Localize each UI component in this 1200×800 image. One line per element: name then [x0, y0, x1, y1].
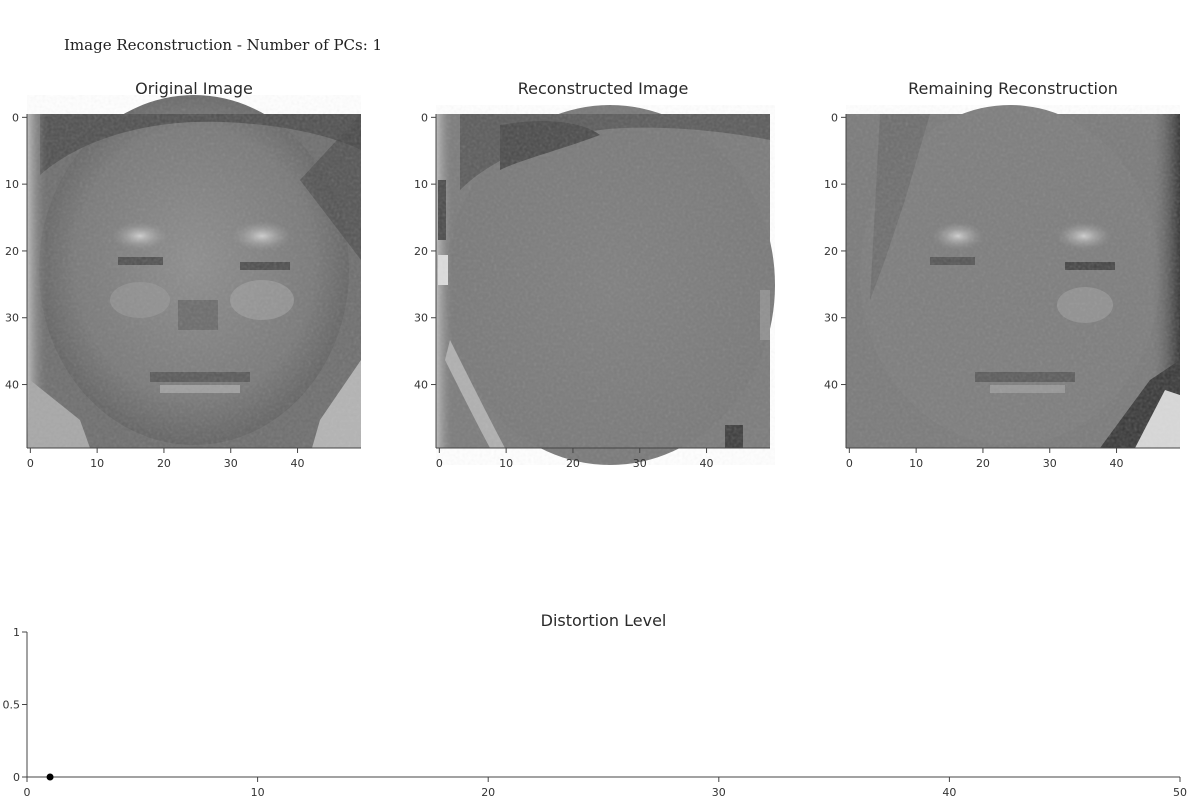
x-tick: 20 [566, 448, 580, 470]
y-tick-label: 0.5 [3, 699, 21, 712]
x-tick-label: 40 [700, 457, 714, 470]
x-tick-label: 20 [566, 457, 580, 470]
y-tick: 0 [12, 111, 27, 124]
x-tick-label: 30 [633, 457, 647, 470]
y-tick: 40 [824, 379, 846, 392]
x-tick-label: 0 [846, 457, 853, 470]
y-tick-label: 30 [824, 312, 838, 325]
x-tick-label: 10 [90, 457, 104, 470]
x-tick: 10 [499, 448, 513, 470]
y-tick: 0 [13, 771, 27, 784]
x-tick-label: 30 [1043, 457, 1057, 470]
y-tick-label: 10 [414, 178, 428, 191]
remaining-reconstruction-heatmap [846, 105, 1180, 448]
x-tick: 20 [976, 448, 990, 470]
x-tick-label: 40 [291, 457, 305, 470]
x-tick-label: 40 [1110, 457, 1124, 470]
distortion-level-title: Distortion Level [540, 611, 667, 630]
x-tick: 10 [909, 448, 923, 470]
y-tick: 1 [13, 626, 27, 639]
y-tick-label: 40 [5, 379, 19, 392]
remaining-reconstruction-title: Remaining Reconstruction [908, 79, 1118, 98]
reconstructed-image-panel [436, 105, 775, 465]
remaining-reconstruction-axes: 0 10 20 30 40 0 10 20 30 40 [824, 111, 1180, 470]
y-tick: 10 [824, 178, 846, 191]
y-tick-label: 10 [824, 178, 838, 191]
y-tick-label: 30 [414, 312, 428, 325]
x-tick: 0 [846, 448, 853, 470]
x-tick: 40 [942, 777, 956, 799]
x-tick-label: 30 [712, 786, 726, 799]
x-tick-label: 10 [909, 457, 923, 470]
y-tick: 0.5 [3, 699, 27, 712]
y-tick: 40 [5, 379, 27, 392]
remaining-reconstruction-panel [846, 105, 1180, 448]
y-tick-label: 40 [824, 379, 838, 392]
x-tick-label: 0 [27, 457, 34, 470]
x-tick: 20 [157, 448, 171, 470]
original-image-title: Original Image [135, 79, 253, 98]
y-tick: 10 [5, 178, 27, 191]
distortion-level-plot: 0 10 20 30 40 50 0 0.5 1 [3, 626, 1188, 799]
x-tick: 30 [712, 777, 726, 799]
y-tick: 20 [5, 245, 27, 258]
x-tick: 0 [24, 777, 31, 799]
x-tick: 50 [1173, 777, 1187, 799]
x-tick-label: 40 [942, 786, 956, 799]
y-tick-label: 0 [421, 111, 428, 124]
y-tick: 10 [414, 178, 436, 191]
x-tick: 40 [291, 448, 305, 470]
x-tick: 40 [1110, 448, 1124, 470]
y-tick-label: 0 [831, 111, 838, 124]
original-image-axes: 0 10 20 30 40 0 10 20 30 40 [5, 111, 361, 470]
distortion-point[interactable] [46, 773, 54, 781]
y-tick: 0 [831, 111, 846, 124]
y-tick-label: 20 [5, 245, 19, 258]
x-tick: 30 [1043, 448, 1057, 470]
y-tick: 0 [421, 111, 436, 124]
y-tick: 30 [5, 312, 27, 325]
figure-title: Image Reconstruction - Number of PCs: 1 [64, 36, 383, 54]
x-tick: 30 [224, 448, 238, 470]
y-tick-label: 20 [824, 245, 838, 258]
x-tick-label: 10 [251, 786, 265, 799]
x-tick: 0 [27, 448, 34, 470]
x-tick: 30 [633, 448, 647, 470]
reconstructed-image-heatmap [436, 105, 775, 465]
original-image-heatmap [27, 95, 361, 448]
x-tick-label: 30 [224, 457, 238, 470]
original-image-panel [27, 95, 361, 448]
x-tick-label: 20 [481, 786, 495, 799]
y-tick-label: 20 [414, 245, 428, 258]
x-tick-label: 10 [499, 457, 513, 470]
y-tick: 20 [824, 245, 846, 258]
y-tick-label: 40 [414, 379, 428, 392]
reconstructed-image-title: Reconstructed Image [517, 79, 689, 98]
y-tick-label: 0 [13, 771, 20, 784]
x-tick-label: 20 [976, 457, 990, 470]
y-tick: 30 [414, 312, 436, 325]
x-tick: 10 [90, 448, 104, 470]
x-tick-label: 0 [24, 786, 31, 799]
x-tick: 0 [436, 448, 443, 470]
y-tick-label: 10 [5, 178, 19, 191]
x-tick-label: 0 [436, 457, 443, 470]
y-tick-label: 1 [13, 626, 20, 639]
y-tick: 30 [824, 312, 846, 325]
x-tick-label: 50 [1173, 786, 1187, 799]
y-tick: 40 [414, 379, 436, 392]
reconstructed-image-axes: 0 10 20 30 40 0 10 20 30 40 [414, 111, 770, 470]
x-tick: 20 [481, 777, 495, 799]
x-tick: 40 [700, 448, 714, 470]
y-tick: 20 [414, 245, 436, 258]
y-tick-label: 0 [12, 111, 19, 124]
y-tick-label: 30 [5, 312, 19, 325]
x-tick-label: 20 [157, 457, 171, 470]
x-tick: 10 [251, 777, 265, 799]
